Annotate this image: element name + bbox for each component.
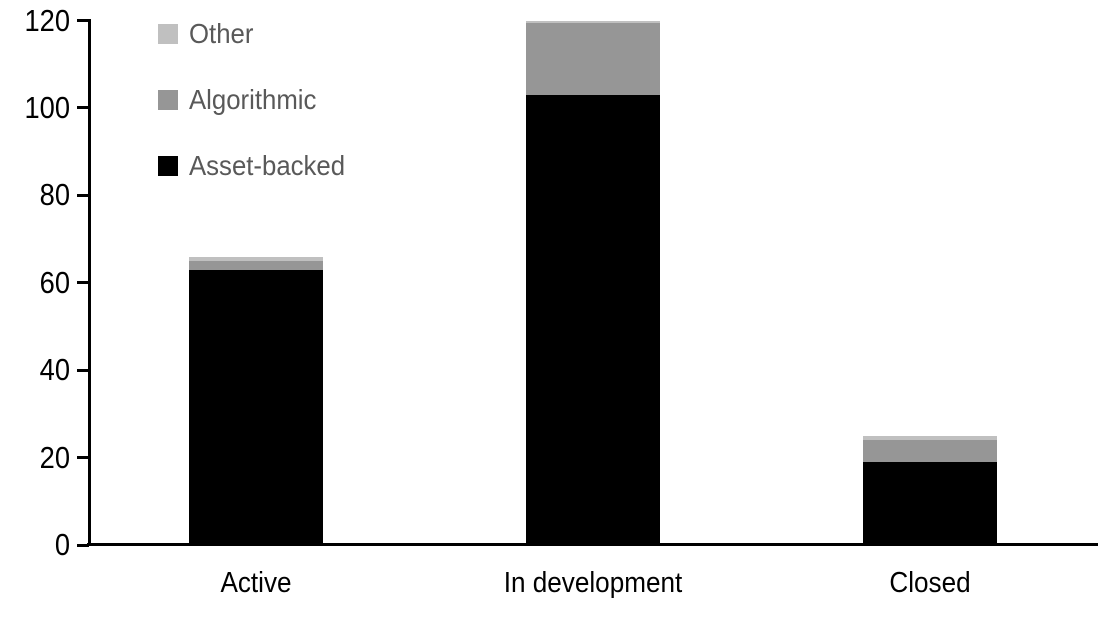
bar-segment-asset-backed-closed — [862, 461, 997, 545]
legend-swatch-algorithmic-icon — [158, 90, 178, 110]
bar-segment-algorithmic-in-development — [526, 22, 660, 95]
bar-segment-other-in-development — [526, 20, 660, 23]
y-tick-mark-20 — [77, 456, 89, 460]
legend-entry-asset-backed: Asset-backed — [158, 152, 359, 180]
bar-segment-algorithmic-closed — [862, 440, 997, 462]
y-tick-label-80: 80 — [39, 177, 70, 213]
y-tick-mark-0 — [77, 543, 89, 547]
y-tick-label-40: 40 — [39, 352, 70, 388]
bar-segment-other-closed — [862, 435, 997, 441]
y-tick-label-120: 120 — [24, 2, 70, 38]
x-axis-label-in-development: In development — [503, 567, 683, 599]
legend: Other Algorithmic Asset-backed — [158, 20, 359, 218]
bar-segment-asset-backed-active — [189, 269, 324, 545]
bar-segment-other-active — [189, 256, 324, 261]
legend-swatch-other-icon — [158, 24, 178, 44]
legend-label-asset-backed: Asset-backed — [189, 150, 346, 181]
x-axis-label-closed: Closed — [889, 567, 971, 599]
y-axis-line — [88, 19, 91, 546]
y-tick-mark-100 — [77, 106, 89, 110]
legend-swatch-asset-backed-icon — [158, 156, 178, 176]
bar-segment-asset-backed-in-development — [526, 94, 660, 545]
legend-entry-algorithmic: Algorithmic — [158, 86, 359, 114]
y-tick-label-20: 20 — [39, 439, 70, 475]
y-tick-label-100: 100 — [24, 89, 70, 125]
legend-label-algorithmic: Algorithmic — [189, 84, 317, 115]
bar-segment-algorithmic-active — [189, 260, 324, 270]
x-axis-label-active: Active — [220, 567, 292, 599]
y-tick-mark-40 — [77, 368, 89, 372]
y-tick-label-60: 60 — [39, 264, 70, 300]
legend-label-other: Other — [189, 18, 254, 49]
legend-entry-other: Other — [158, 20, 359, 48]
y-tick-label-0: 0 — [54, 527, 70, 562]
y-tick-mark-60 — [77, 281, 89, 285]
y-tick-mark-80 — [77, 193, 89, 197]
y-tick-mark-120 — [77, 19, 89, 22]
